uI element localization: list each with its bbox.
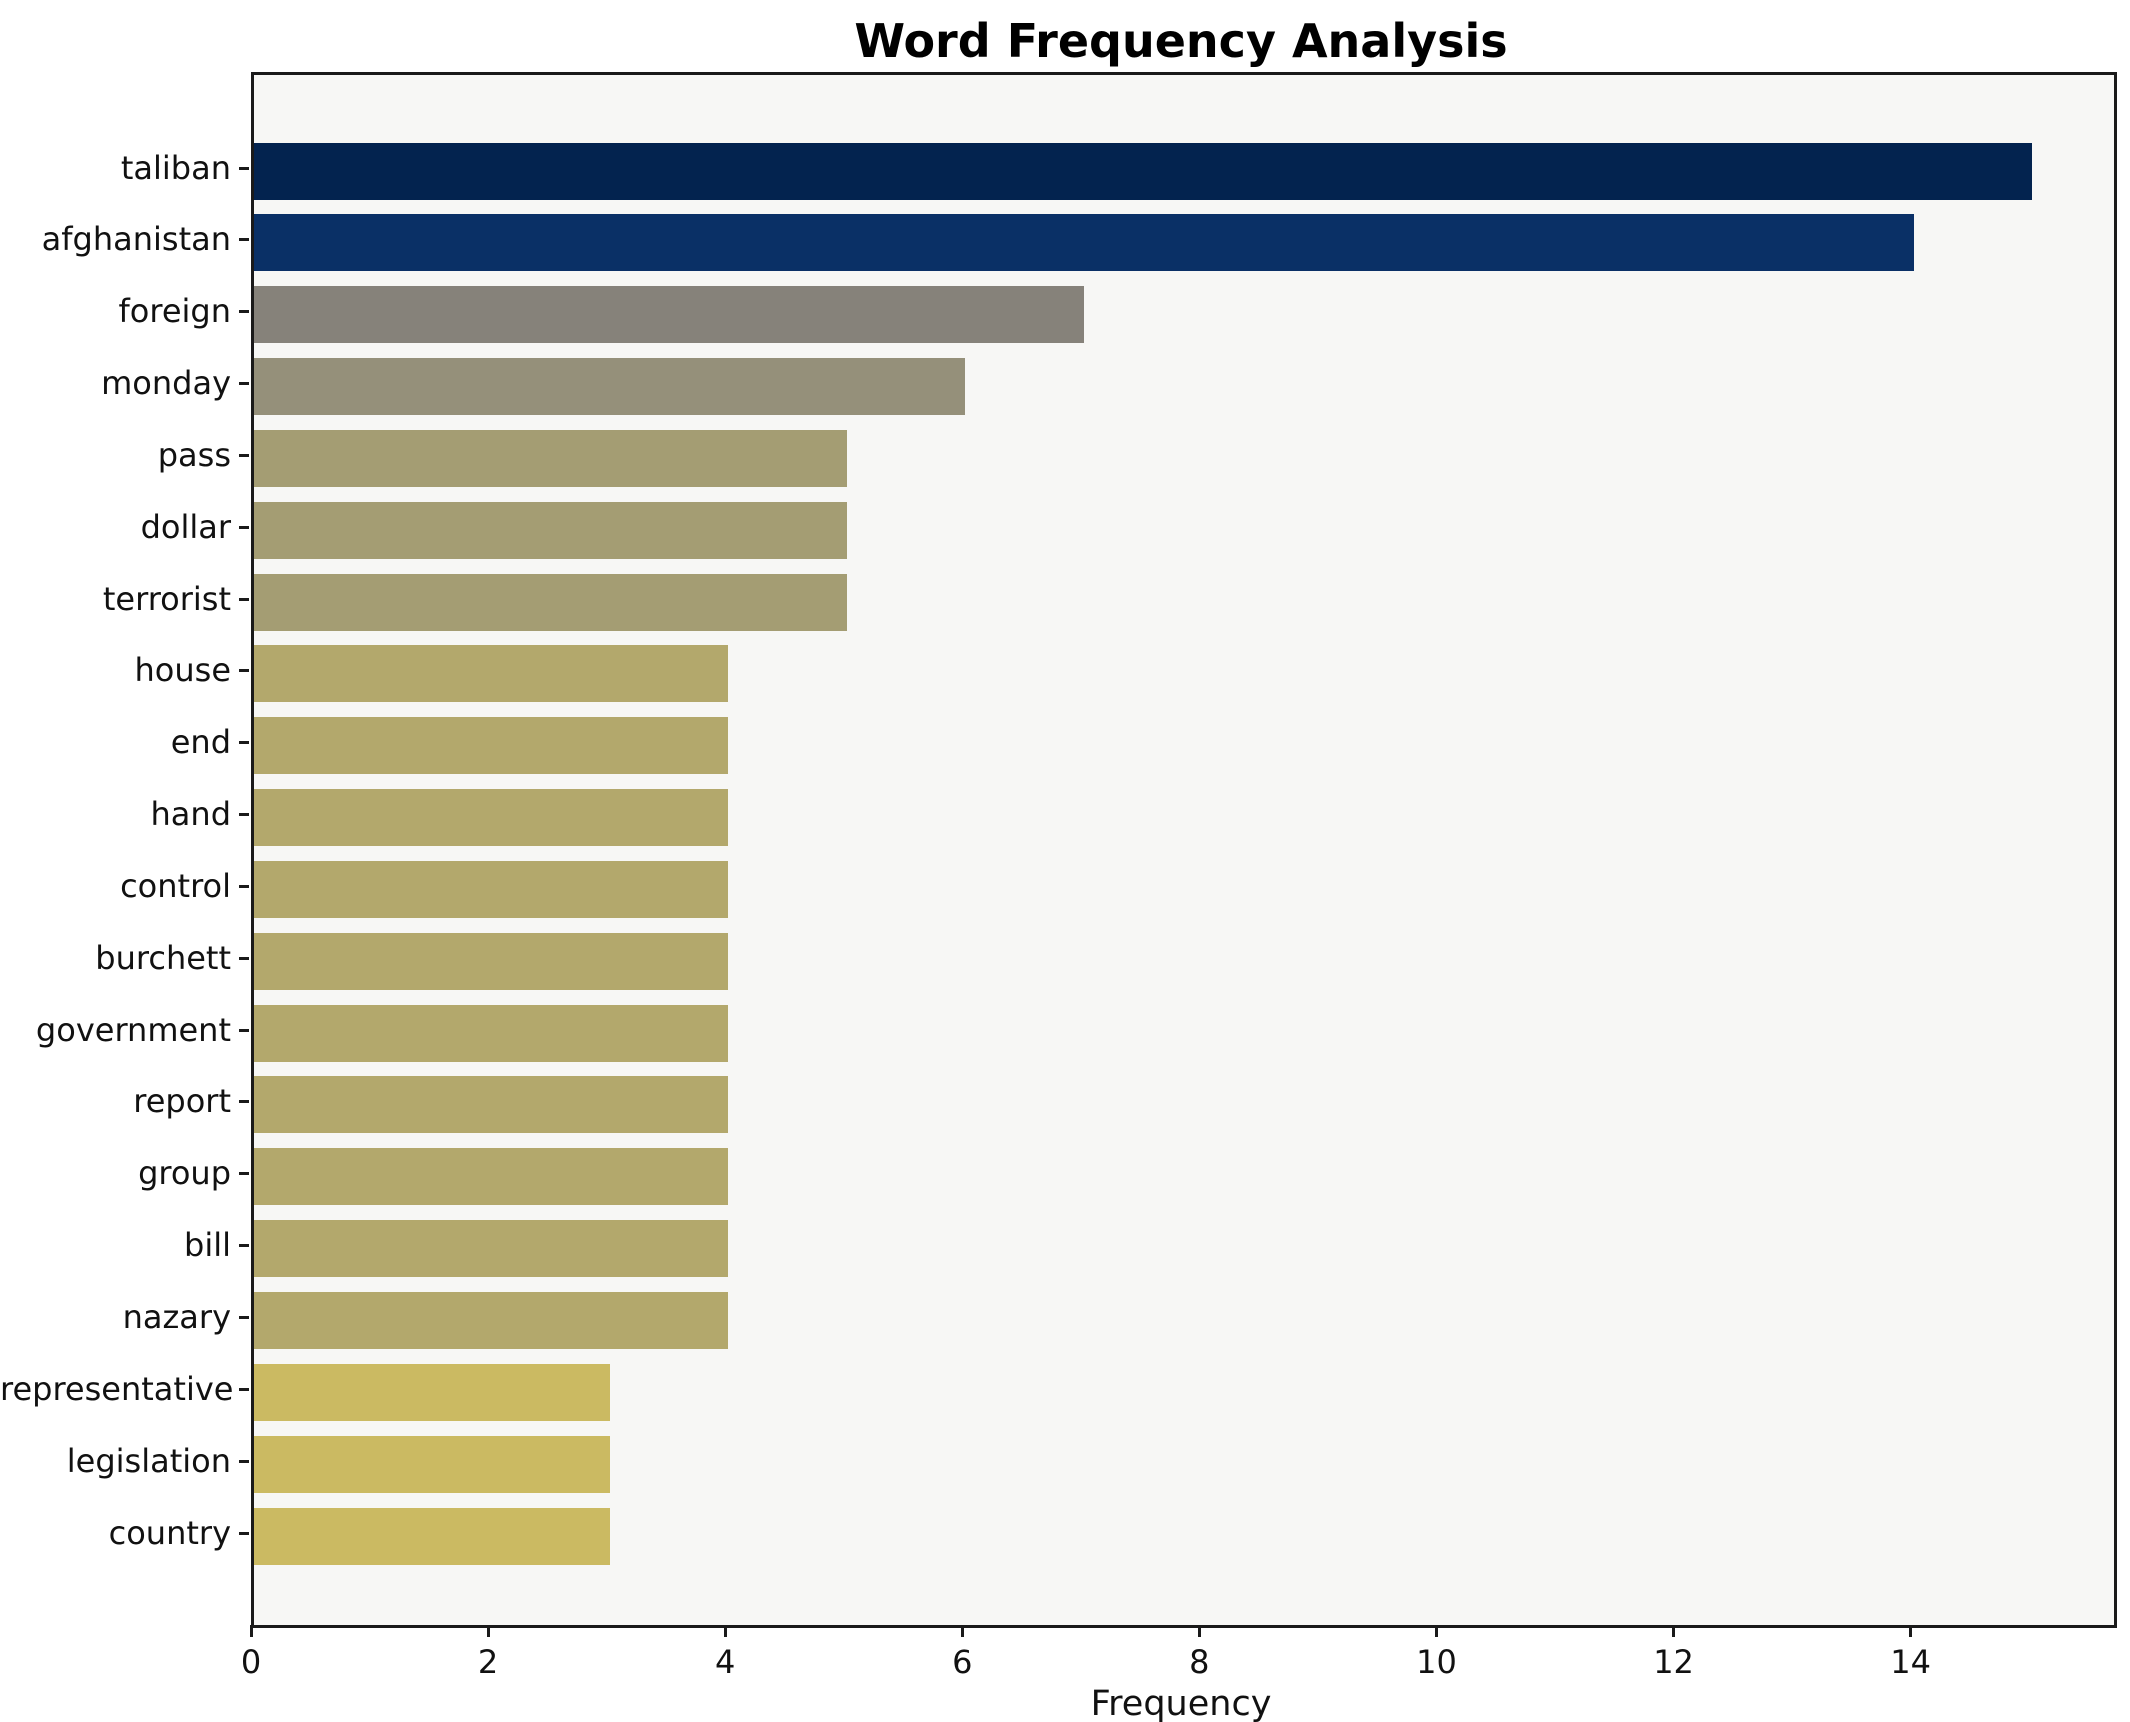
bar-bill: [254, 1220, 729, 1278]
bar-nazary: [254, 1291, 729, 1349]
bar-report: [254, 1076, 729, 1134]
y-tick-label-foreign: foreign: [118, 292, 231, 331]
x-tick-label-14: 14: [1890, 1643, 1931, 1681]
x-tick-label-10: 10: [1416, 1643, 1457, 1681]
bar-monday: [254, 358, 966, 416]
x-tick-mark: [1434, 1625, 1438, 1637]
bar-end: [254, 717, 729, 775]
y-tick-label-government: government: [35, 1010, 231, 1049]
y-tick-label-representative: representative: [0, 1369, 234, 1408]
chart-title: Word Frequency Analysis: [854, 14, 1508, 68]
bar-terrorist: [254, 573, 847, 631]
y-tick-label-nazary: nazary: [122, 1297, 231, 1336]
bar-hand: [254, 789, 729, 847]
bar-foreign: [254, 286, 1084, 344]
y-tick-mark: [239, 1459, 249, 1463]
bar-representative: [254, 1363, 610, 1421]
y-tick-label-legislation: legislation: [66, 1441, 231, 1480]
y-tick-mark: [239, 453, 249, 457]
x-tick-mark: [1672, 1625, 1676, 1637]
y-tick-mark: [239, 741, 249, 745]
y-tick-mark: [239, 310, 249, 314]
y-tick-mark: [239, 956, 249, 960]
y-tick-label-pass: pass: [157, 435, 231, 474]
y-tick-label-taliban: taliban: [120, 148, 231, 187]
x-tick-label-8: 8: [1189, 1643, 1210, 1681]
y-tick-mark: [239, 813, 249, 817]
y-tick-label-burchett: burchett: [95, 938, 231, 977]
y-tick-label-terrorist: terrorist: [102, 579, 231, 618]
bar-group: [254, 1148, 729, 1206]
y-tick-label-control: control: [120, 866, 231, 905]
bar-legislation: [254, 1435, 610, 1493]
x-tick-mark: [249, 1625, 253, 1637]
y-tick-label-monday: monday: [101, 364, 231, 403]
y-tick-mark: [239, 525, 249, 529]
x-tick-mark: [723, 1625, 727, 1637]
y-tick-mark: [239, 669, 249, 673]
bar-control: [254, 860, 729, 918]
y-tick-mark: [239, 1531, 249, 1535]
y-tick-label-house: house: [134, 651, 232, 690]
x-tick-label-0: 0: [240, 1643, 262, 1681]
x-tick-mark: [960, 1625, 964, 1637]
x-axis-label: Frequency: [1090, 1684, 1272, 1722]
x-tick-label-6: 6: [952, 1643, 973, 1681]
y-tick-mark: [239, 597, 249, 601]
x-tick-label-12: 12: [1653, 1643, 1694, 1681]
y-tick-mark: [239, 1244, 249, 1248]
bar-afghanistan: [254, 214, 1914, 272]
x-tick-mark: [486, 1625, 490, 1637]
y-tick-label-end: end: [170, 723, 231, 762]
y-tick-label-group: group: [138, 1154, 231, 1193]
y-tick-mark: [239, 1315, 249, 1319]
bar-house: [254, 645, 729, 703]
x-tick-label-2: 2: [477, 1643, 499, 1681]
x-tick-label-4: 4: [714, 1643, 736, 1681]
y-tick-label-bill: bill: [184, 1226, 231, 1265]
plot-area: [251, 72, 2117, 1628]
y-tick-mark: [239, 1100, 249, 1104]
bar-taliban: [254, 142, 2033, 200]
y-tick-mark: [239, 238, 249, 242]
y-tick-mark: [239, 382, 249, 386]
y-tick-label-afghanistan: afghanistan: [41, 220, 231, 259]
bar-government: [254, 1004, 729, 1062]
y-tick-label-dollar: dollar: [140, 507, 231, 546]
y-tick-label-hand: hand: [150, 795, 231, 834]
y-tick-mark: [239, 166, 249, 170]
y-tick-mark: [239, 1172, 249, 1176]
y-tick-label-report: report: [133, 1082, 231, 1121]
x-tick-mark: [1197, 1625, 1201, 1637]
bar-dollar: [254, 501, 847, 559]
y-tick-mark: [239, 884, 249, 888]
x-tick-mark: [1909, 1625, 1913, 1637]
y-tick-label-country: country: [108, 1513, 231, 1552]
bar-country: [254, 1507, 610, 1565]
bar-pass: [254, 429, 847, 487]
y-tick-mark: [239, 1387, 249, 1391]
bar-burchett: [254, 932, 729, 990]
y-tick-mark: [239, 1028, 249, 1032]
